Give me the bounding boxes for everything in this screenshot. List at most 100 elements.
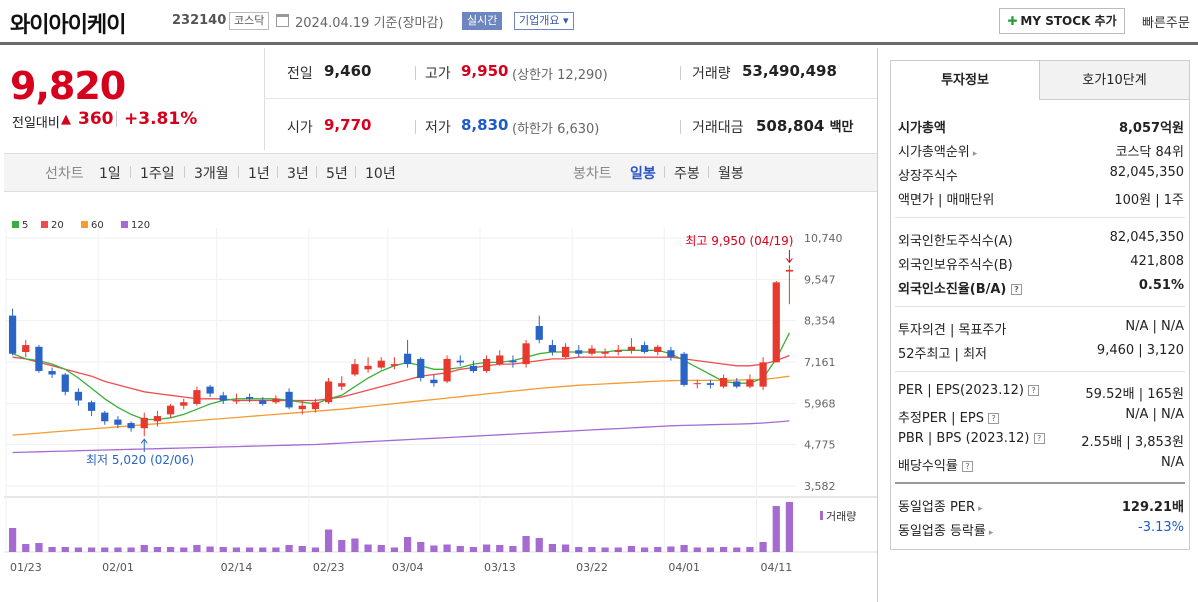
volume-label: 거래량 — [826, 510, 856, 523]
y-tick-label: 10,740 — [804, 232, 843, 245]
y-tick-label: 7,161 — [804, 356, 836, 369]
period-1y[interactable]: 1년 — [248, 166, 270, 182]
y-tick-label: 3,582 — [804, 480, 836, 493]
candle-body — [640, 345, 649, 352]
calendar-icon — [276, 14, 289, 27]
volume-bar — [35, 543, 43, 552]
listed-shares-value: 82,045,350 — [1109, 165, 1184, 180]
period-1w[interactable]: 1주일 — [140, 166, 175, 182]
lower-limit: (하한가 6,630) — [512, 122, 600, 137]
volume-bar — [166, 547, 175, 552]
foreign-holding-value: 421,808 — [1130, 254, 1184, 269]
divider — [680, 120, 681, 134]
candle-body — [430, 379, 438, 384]
candle-body — [61, 374, 69, 392]
divider — [415, 120, 416, 134]
prev-value: 9,460 — [324, 62, 372, 80]
market-cap-rank-value: 코스닥 84위 — [1115, 145, 1184, 160]
volume-bar — [298, 546, 306, 552]
candle-body — [443, 358, 451, 382]
y-tick-label: 4,775 — [804, 439, 836, 452]
volume-bar — [417, 542, 425, 552]
divider — [264, 48, 265, 150]
sector-per-label[interactable]: 동일업종 PER ▸ — [898, 500, 983, 515]
candle-daily[interactable]: 일봉 — [630, 166, 656, 182]
candle-weekly[interactable]: 주봉 — [674, 166, 700, 182]
divider — [708, 166, 709, 178]
help-icon[interactable]: ? — [961, 461, 973, 472]
chevron-right-icon: ▸ — [972, 149, 978, 159]
volume-bar — [588, 547, 596, 552]
period-10y[interactable]: 10년 — [365, 166, 396, 182]
realtime-button[interactable]: 실시간 — [462, 12, 503, 30]
candle-body — [482, 358, 491, 372]
candle-body — [166, 405, 175, 415]
tab-invest-info[interactable]: 투자정보 — [891, 61, 1040, 100]
divider — [415, 66, 416, 80]
volume-bar — [245, 547, 254, 552]
dividend-value: N/A — [1161, 455, 1184, 470]
quick-order-link[interactable]: 빠른주문 — [1142, 16, 1190, 31]
help-icon[interactable]: ? — [988, 413, 1000, 424]
volume-bar — [193, 545, 201, 552]
candle-body — [74, 391, 83, 401]
candle-monthly[interactable]: 월봉 — [718, 166, 744, 182]
change-percent: +3.81% — [124, 109, 198, 129]
tab-order-book[interactable]: 호가10단계 — [1040, 61, 1189, 100]
candle-body — [101, 412, 109, 422]
period-3y[interactable]: 3년 — [287, 166, 309, 182]
my-stock-add-button[interactable]: ✚ MY STOCK 추가 — [999, 8, 1125, 34]
listed-shares-label: 상장주식수 — [898, 169, 958, 184]
candle-body — [772, 282, 780, 363]
candle-body — [601, 351, 609, 354]
legend-swatch — [121, 221, 128, 228]
volume-bar — [706, 547, 715, 552]
divider — [277, 166, 278, 178]
volume-bar — [443, 544, 451, 552]
legend-swatch — [81, 221, 88, 228]
price-chart: 5 20 60 120 10,740 9,547 8,354 7,161 5,968 4,775 3… — [4, 220, 878, 574]
legend-label: 60 — [91, 220, 104, 231]
market-cap-value: 8,057억원 — [1118, 121, 1184, 136]
date-basis: 2024.04.19 기준(장마감) — [295, 16, 444, 31]
volume-bar — [430, 545, 438, 552]
ma20-line — [12, 354, 790, 402]
period-5y[interactable]: 5년 — [326, 166, 348, 182]
period-3m[interactable]: 3개월 — [194, 166, 229, 182]
x-tick-label: 02/23 — [313, 561, 345, 574]
change-value: 360 — [78, 109, 114, 129]
volume-bar — [101, 547, 109, 552]
volume-bar — [548, 544, 557, 552]
legend-label: 20 — [51, 220, 64, 231]
help-icon[interactable]: ? — [1028, 385, 1040, 396]
candle-body — [206, 386, 214, 394]
volume-bar — [390, 547, 399, 552]
sector-change-label[interactable]: 동일업종 등락률 ▸ — [898, 524, 994, 539]
sector-change-value: -3.13% — [1138, 520, 1184, 535]
company-overview-dropdown[interactable]: 기업개요 ▾ — [514, 12, 574, 30]
min-arrow-icon — [140, 438, 148, 452]
volume-bar — [640, 547, 649, 552]
divider — [895, 217, 1185, 218]
period-bar — [4, 153, 878, 192]
line-chart-label: 선차트 — [45, 166, 84, 182]
low-value: 8,830 — [461, 116, 509, 134]
candle-body — [746, 379, 754, 387]
period-1d[interactable]: 1일 — [99, 166, 121, 182]
ma120-line — [12, 420, 790, 454]
max-arrow-icon — [786, 250, 793, 264]
divider — [895, 371, 1185, 372]
x-tick-label: 02/01 — [102, 561, 134, 574]
sector-per-value: 129.21배 — [1121, 500, 1184, 515]
volume-bar — [469, 547, 478, 552]
help-icon[interactable]: ? — [1033, 433, 1045, 444]
week52-value: 9,460 | 3,120 — [1096, 343, 1184, 358]
foreign-ratio-label: 외국인소진율(B/A) ? — [898, 278, 1022, 297]
market-cap-rank-label[interactable]: 시가총액순위 ▸ — [898, 145, 978, 160]
help-icon[interactable]: ? — [1010, 284, 1022, 295]
candle-body — [548, 345, 557, 352]
divider — [130, 166, 131, 178]
divider — [116, 111, 117, 127]
volume-bar — [272, 547, 280, 552]
foreign-limit-value: 82,045,350 — [1109, 230, 1184, 245]
